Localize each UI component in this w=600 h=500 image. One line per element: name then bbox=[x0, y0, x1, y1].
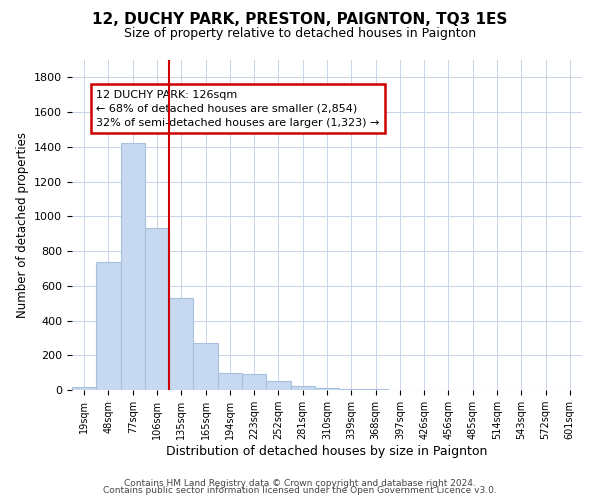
Text: Contains HM Land Registry data © Crown copyright and database right 2024.: Contains HM Land Registry data © Crown c… bbox=[124, 478, 476, 488]
Bar bbox=[290, 386, 315, 390]
Bar bbox=[193, 343, 218, 390]
Bar bbox=[218, 372, 242, 390]
Bar bbox=[96, 262, 121, 390]
Bar bbox=[169, 298, 193, 390]
Bar bbox=[121, 144, 145, 390]
Y-axis label: Number of detached properties: Number of detached properties bbox=[16, 132, 29, 318]
Bar bbox=[315, 388, 339, 390]
Bar bbox=[339, 389, 364, 390]
Text: Size of property relative to detached houses in Paignton: Size of property relative to detached ho… bbox=[124, 28, 476, 40]
Text: 12 DUCHY PARK: 126sqm
← 68% of detached houses are smaller (2,854)
32% of semi-d: 12 DUCHY PARK: 126sqm ← 68% of detached … bbox=[96, 90, 380, 128]
Bar bbox=[72, 386, 96, 390]
Bar bbox=[145, 228, 169, 390]
Bar bbox=[364, 389, 388, 390]
Bar bbox=[242, 374, 266, 390]
Text: Contains public sector information licensed under the Open Government Licence v3: Contains public sector information licen… bbox=[103, 486, 497, 495]
Text: 12, DUCHY PARK, PRESTON, PAIGNTON, TQ3 1ES: 12, DUCHY PARK, PRESTON, PAIGNTON, TQ3 1… bbox=[92, 12, 508, 28]
X-axis label: Distribution of detached houses by size in Paignton: Distribution of detached houses by size … bbox=[166, 445, 488, 458]
Bar bbox=[266, 382, 290, 390]
